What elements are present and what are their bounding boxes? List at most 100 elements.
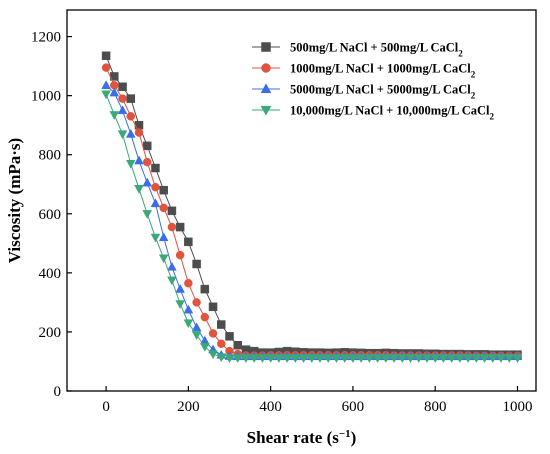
series-4-point [241, 354, 251, 364]
legend-label: 5000mg/L NaCl + 5000mg/L CaCl2 [290, 83, 476, 101]
series-4-point [216, 353, 227, 363]
series-4-point [142, 210, 153, 219]
series-4-point [364, 354, 375, 364]
series-4-point [282, 354, 292, 364]
series-4-point [232, 354, 243, 364]
legend-label-main: 10,000mg/L NaCl + 10,000mg/L CaCl [290, 104, 490, 118]
series-2-point [151, 182, 160, 192]
series-4-point [422, 354, 432, 364]
legend-marker [260, 83, 272, 94]
series-1-point [159, 185, 168, 195]
series-4-point [348, 354, 358, 364]
series-1-point [200, 284, 210, 294]
series-4-point [504, 354, 515, 364]
series-3-point [134, 155, 144, 165]
series-4-point [397, 354, 408, 364]
series-4-point [134, 185, 144, 194]
series-3-point [142, 177, 153, 187]
series-4-point [306, 354, 317, 364]
series-2-point [134, 128, 144, 137]
series-4-point [496, 354, 506, 364]
series-3-point [158, 232, 169, 242]
series-4-point [455, 354, 465, 364]
y-tick-label: 600 [39, 207, 62, 223]
legend-marker [261, 63, 271, 73]
series-2-point [192, 298, 201, 307]
series-2-point [118, 94, 127, 103]
series-4-point [339, 354, 350, 364]
series-1-point [118, 82, 127, 92]
series-2-point [175, 250, 185, 260]
series-1-point [126, 94, 136, 103]
x-tick-label: 1000 [502, 399, 532, 415]
series-3-point [109, 87, 120, 97]
x-tick-label: 400 [259, 399, 282, 415]
legend-item-1: 500mg/L NaCl + 500mg/L CaCl2 [252, 41, 463, 59]
series-4-point [323, 354, 334, 364]
legend-label: 10,000mg/L NaCl + 10,000mg/L CaCl2 [290, 104, 495, 122]
series-2-point [101, 63, 111, 72]
series-4-point [183, 319, 194, 329]
x-axis-title: Shear rate (s−1) [247, 428, 357, 447]
x-tick-label: 200 [177, 399, 200, 415]
series-3-point [117, 105, 128, 115]
ticks-layer: 0 200 400 600 800 1000 0 200 400 600 800 1000 1200 [31, 30, 532, 415]
series-2-point [126, 112, 136, 121]
series-1-point [192, 259, 201, 269]
series-4 [101, 90, 523, 364]
series-4-point [167, 276, 177, 286]
series-4-point [208, 350, 218, 360]
series-4-point [405, 354, 416, 364]
series-2-point [184, 278, 193, 288]
series-4-point [381, 354, 391, 364]
series-2-point [200, 312, 210, 322]
legend-label-subscript: 2 [471, 91, 476, 101]
series-4-point [158, 254, 169, 264]
series-1-point [217, 320, 226, 329]
plot-frame [66, 9, 537, 392]
series-1-point [101, 51, 111, 61]
y-tick-label: 400 [39, 266, 62, 282]
legend-label-main: 5000mg/L NaCl + 5000mg/L CaCl [290, 83, 471, 97]
series-3-line [105, 84, 518, 357]
series-4-point [315, 354, 325, 364]
series-2-point [142, 157, 152, 167]
series-1-point [151, 163, 160, 173]
legend-label-subscript: 2 [490, 112, 495, 122]
series-2-point [217, 339, 226, 348]
series-3-point [167, 261, 177, 271]
series-1-point [142, 141, 152, 151]
series-4-point [372, 354, 383, 364]
legend-marker [260, 105, 272, 116]
series-4-point [389, 354, 399, 364]
legend-label: 500mg/L NaCl + 500mg/L CaCl2 [290, 41, 463, 59]
legend-label-main: 1000mg/L NaCl + 1000mg/L CaCl [290, 62, 471, 76]
series-3-point [191, 322, 202, 332]
series-3-point [183, 304, 194, 314]
series-4-point [150, 233, 161, 243]
legend: 500mg/L NaCl + 500mg/L CaCl2 1000mg/L NaC… [252, 41, 495, 122]
series-4-point [101, 90, 111, 100]
series-1-point [225, 332, 234, 341]
series-4-point [430, 354, 441, 364]
x-tick-label: 600 [342, 399, 365, 415]
y-axis-title: Viscosity (mPa·s) [5, 138, 24, 263]
series-2-point [167, 222, 177, 232]
series-4-point [438, 354, 449, 364]
legend-item-2: 1000mg/L NaCl + 1000mg/L CaCl2 [252, 62, 476, 80]
series-4-point [249, 354, 260, 364]
series-1-point [184, 237, 193, 247]
legend-label-subscript: 2 [458, 49, 463, 59]
series-1-point [208, 302, 218, 312]
series-1-line [105, 55, 518, 356]
legend-marker [261, 42, 271, 52]
series-4-point [265, 354, 276, 364]
plot-area: 0 200 400 600 800 1000 0 200 400 600 800 1000 1200 [31, 9, 537, 415]
series-4-point [199, 343, 210, 352]
y-tick-label: 1200 [31, 30, 61, 46]
series-3-point [175, 283, 185, 293]
y-tick-label: 200 [39, 325, 62, 341]
series-3-point [150, 198, 161, 208]
series-3-point [101, 80, 111, 89]
x-axis-title-tail: ) [351, 428, 357, 447]
